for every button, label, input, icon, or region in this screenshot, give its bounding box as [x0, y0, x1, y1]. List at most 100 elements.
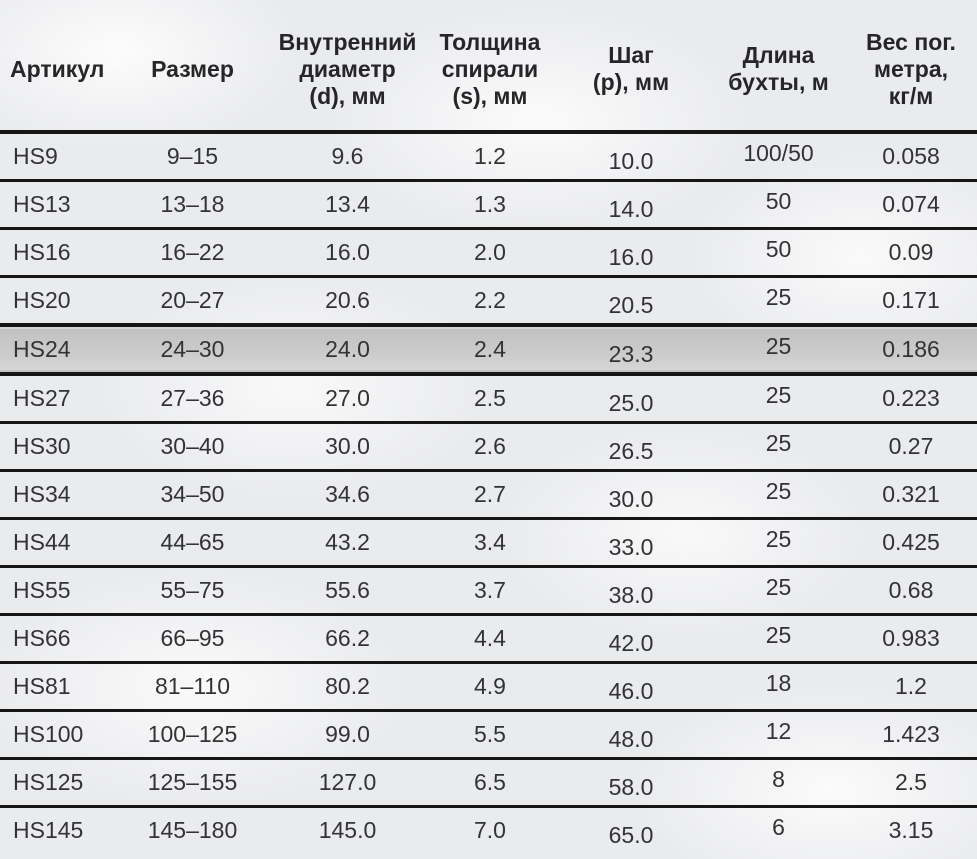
cell-text: HS9 [13, 143, 58, 169]
cell-value: 58.0 [550, 759, 712, 807]
cell-text: HS55 [13, 577, 71, 603]
cell-text: 0.058 [882, 143, 940, 169]
cell-text: 30.0 [325, 433, 370, 459]
cell-text: 50 [765, 188, 792, 214]
cell-text: 48.0 [608, 726, 654, 752]
cell-article: HS125 [0, 759, 120, 807]
cell-text: HS20 [13, 287, 71, 313]
cell-article: HS30 [0, 423, 120, 471]
cell-value: 0.058 [845, 132, 977, 181]
cell-value: 42.0 [550, 615, 712, 663]
cell-value: 50 [712, 181, 845, 229]
cell-value: 4.9 [430, 663, 550, 711]
cell-text: 2.4 [474, 336, 506, 362]
cell-value: 20.6 [265, 277, 430, 326]
cell-text: 145.0 [318, 817, 377, 843]
cell-value: 0.983 [845, 615, 977, 663]
table-row: HS66 66–95 66.2 4.4 42.0 25 0.983 [0, 614, 977, 663]
cell-value: 20.5 [550, 277, 712, 326]
cell-value: 24–30 [120, 325, 265, 374]
cell-value: 13.4 [265, 181, 430, 229]
cell-article: HS27 [0, 374, 120, 423]
cell-value: 81–110 [120, 663, 265, 711]
cell-value: 25 [712, 615, 845, 663]
cell-value: 14.0 [550, 181, 712, 229]
cell-text: 38.0 [608, 582, 654, 608]
cell-text: 55.6 [325, 577, 370, 603]
cell-value: 3.4 [430, 519, 550, 567]
cell-text: 9–15 [166, 143, 219, 169]
cell-value: 2.6 [430, 423, 550, 471]
cell-text: 25 [765, 574, 792, 600]
header-row: Артикул Размер Внутренний диаметр (d), м… [0, 0, 977, 132]
cell-value: 46.0 [550, 663, 712, 711]
cell-value: 5.5 [430, 711, 550, 759]
cell-text: 58.0 [608, 774, 654, 800]
cell-value: 3.7 [430, 567, 550, 615]
cell-text: 0.425 [882, 529, 940, 555]
cell-text: 42.0 [608, 630, 654, 656]
cell-value: 9–15 [120, 132, 265, 181]
cell-text: 46.0 [608, 678, 654, 704]
cell-value: 3.15 [845, 807, 977, 854]
cell-text: 99.0 [325, 721, 370, 747]
cell-text: 0.321 [882, 481, 940, 507]
cell-value: 0.186 [845, 325, 977, 374]
cell-text: 0.983 [882, 625, 940, 651]
cell-value: 30.0 [550, 471, 712, 519]
cell-text: 2.6 [474, 433, 506, 459]
cell-value: 1.2 [845, 663, 977, 711]
cell-text: 13.4 [325, 191, 370, 217]
cell-text: HS34 [13, 481, 71, 507]
cell-text: 4.9 [474, 673, 506, 699]
cell-value: 65.0 [550, 807, 712, 854]
cell-value: 66.2 [265, 615, 430, 663]
cell-text: 44–65 [160, 529, 225, 555]
cell-text: 2.5 [895, 769, 927, 795]
cell-text: 80.2 [325, 673, 370, 699]
cell-value: 26.5 [550, 423, 712, 471]
cell-text: HS145 [13, 817, 84, 843]
cell-text: 127.0 [318, 769, 377, 795]
cell-article: HS24 [0, 325, 120, 374]
cell-value: 55–75 [120, 567, 265, 615]
cell-text: 125–155 [147, 769, 238, 795]
cell-value: 0.09 [845, 229, 977, 277]
cell-value: 55.6 [265, 567, 430, 615]
cell-value: 18 [712, 663, 845, 711]
cell-text: 7.0 [474, 817, 506, 843]
cell-value: 43.2 [265, 519, 430, 567]
cell-text: 25 [765, 478, 792, 504]
table-row: HS13 13–18 13.4 1.3 14.0 50 0.074 [0, 180, 977, 229]
table-body: HS9 9–15 9.6 1.2 10.0 100/50 0.058 HS13 13–18 13.… [0, 132, 977, 853]
cell-value: 100–125 [120, 711, 265, 759]
cell-text: 100–125 [147, 721, 238, 747]
cell-value: 2.7 [430, 471, 550, 519]
cell-text: 26.5 [608, 438, 654, 464]
cell-text: 50 [765, 236, 792, 262]
cell-value: 127.0 [265, 759, 430, 807]
cell-article: HS55 [0, 567, 120, 615]
cell-article: HS16 [0, 229, 120, 277]
cell-text: 100/50 [743, 140, 814, 166]
cell-value: 44–65 [120, 519, 265, 567]
table-row: HS81 81–110 80.2 4.9 46.0 18 1.2 [0, 662, 977, 711]
cell-text: 66–95 [160, 625, 225, 651]
cell-value: 25 [712, 277, 845, 326]
cell-value: 6 [712, 807, 845, 854]
cell-article: HS9 [0, 132, 120, 181]
cell-value: 66–95 [120, 615, 265, 663]
cell-value: 2.4 [430, 325, 550, 374]
cell-value: 48.0 [550, 711, 712, 759]
cell-text: 1.423 [882, 721, 940, 747]
cell-value: 1.3 [430, 181, 550, 229]
cell-text: 20.5 [608, 292, 654, 318]
cell-value: 0.223 [845, 374, 977, 423]
cell-text: 34.6 [325, 481, 370, 507]
cell-value: 25 [712, 374, 845, 423]
cell-text: 25 [765, 333, 792, 359]
cell-value: 8 [712, 759, 845, 807]
cell-text: 9.6 [331, 143, 364, 169]
cell-text: 20–27 [160, 287, 225, 313]
